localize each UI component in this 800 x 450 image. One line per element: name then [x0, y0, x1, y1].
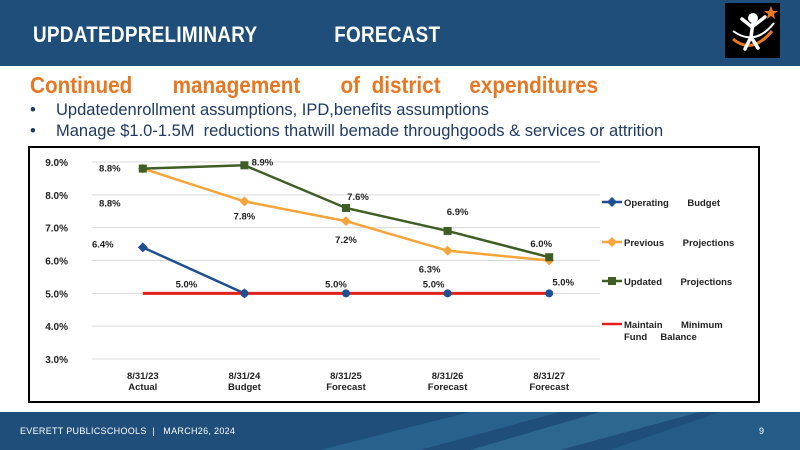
data-label: 8.9%	[252, 157, 274, 168]
data-label: 6.0%	[530, 239, 552, 250]
bullet-text: Updatedenrollment assumptions, IPD,benef…	[56, 101, 489, 119]
data-point	[342, 289, 350, 298]
series-line	[142, 246, 245, 295]
legend-label: Operating Budget	[624, 198, 721, 209]
legend-label: Previous Projections	[624, 238, 734, 249]
y-tick-label: 7.0%	[45, 224, 68, 235]
x-tick-label: 8/31/27	[533, 371, 565, 382]
y-tick-label: 4.0%	[45, 322, 68, 333]
person-with-star-logo-icon	[725, 3, 780, 58]
bullet-list: • Updatedenrollment assumptions, IPD,bene…	[30, 100, 663, 142]
x-tick-label: Actual	[128, 382, 157, 393]
data-label: 5.0%	[552, 277, 574, 288]
bullet-marker: •	[30, 101, 36, 119]
x-tick-label: Forecast	[529, 382, 569, 393]
data-point	[442, 245, 453, 256]
x-tick-label: 8/31/26	[432, 371, 464, 382]
x-tick-label: Budget	[228, 382, 262, 393]
data-point	[137, 242, 148, 253]
bullet-item: • Updatedenrollment assumptions, IPD,bene…	[30, 100, 663, 121]
legend-swatch-marker	[607, 237, 617, 247]
legend-label: Fund Balance	[624, 332, 697, 343]
chart-container: 9.0% 8.0% 7.0% 6.0% 5.0% 4.0% 3.0% 8/31/23 Actua…	[28, 146, 760, 403]
data-point	[239, 196, 250, 207]
y-tick-label: 3.0%	[45, 355, 68, 366]
slide-header: UPDATEDPRELIMINARY FORECAST	[0, 0, 800, 66]
data-label: 6.3%	[419, 265, 441, 276]
y-tick-label: 9.0%	[45, 158, 68, 169]
data-point	[545, 289, 554, 298]
legend-label: Maintain Minimum	[624, 320, 723, 331]
data-label: 6.9%	[447, 207, 469, 218]
x-tick-label: Forecast	[428, 382, 468, 393]
data-point	[443, 289, 452, 298]
fund-balance-line-chart: 9.0% 8.0% 7.0% 6.0% 5.0% 4.0% 3.0% 8/31/23Actua…	[45, 157, 734, 393]
x-tick-label: Forecast	[326, 382, 366, 393]
data-label: 7.6%	[347, 192, 369, 203]
footer-decoration	[320, 412, 800, 450]
data-label: 5.0%	[325, 279, 347, 290]
legend-swatch-marker	[608, 277, 616, 285]
y-tick-label: 5.0%	[45, 289, 68, 300]
slide-subheading: Continued management of district expendi…	[30, 72, 599, 98]
slide-footer: EVERETT PUBLICSCHOOLS | MARCH26, 2024 9	[0, 412, 800, 450]
page-number: 9	[758, 426, 764, 436]
data-point	[443, 226, 452, 235]
data-label: 7.2%	[335, 235, 357, 246]
data-point	[138, 164, 147, 173]
legend-label: Updated Projections	[624, 277, 732, 288]
data-label: 5.0%	[423, 279, 445, 290]
bullet-marker: •	[30, 122, 36, 140]
series-line	[142, 167, 550, 262]
data-point	[240, 289, 249, 298]
data-label: 8.8%	[99, 199, 121, 210]
data-label: 8.8%	[99, 164, 121, 175]
data-point	[342, 203, 350, 212]
y-tick-label: 8.0%	[45, 191, 68, 202]
bullet-text: Manage $1.0-1.5M reductions thatwill bem…	[56, 122, 664, 140]
x-tick-label: 8/31/24	[229, 371, 261, 382]
data-point	[341, 216, 351, 227]
data-label: 5.0%	[176, 279, 198, 290]
slide-title: UPDATEDPRELIMINARY FORECAST	[33, 22, 441, 47]
data-point	[240, 161, 249, 170]
y-tick-label: 6.0%	[45, 257, 68, 268]
x-tick-label: 8/31/23	[127, 371, 159, 382]
footer-text: EVERETT PUBLICSCHOOLS | MARCH26, 2024	[20, 426, 236, 436]
bullet-item: • Manage $1.0-1.5M reductions thatwill be…	[30, 121, 663, 142]
data-label: 6.4%	[92, 239, 114, 250]
x-tick-label: 8/31/25	[330, 371, 362, 382]
data-point	[545, 253, 554, 262]
data-label: 7.8%	[234, 211, 256, 222]
legend-swatch-marker	[607, 197, 617, 207]
